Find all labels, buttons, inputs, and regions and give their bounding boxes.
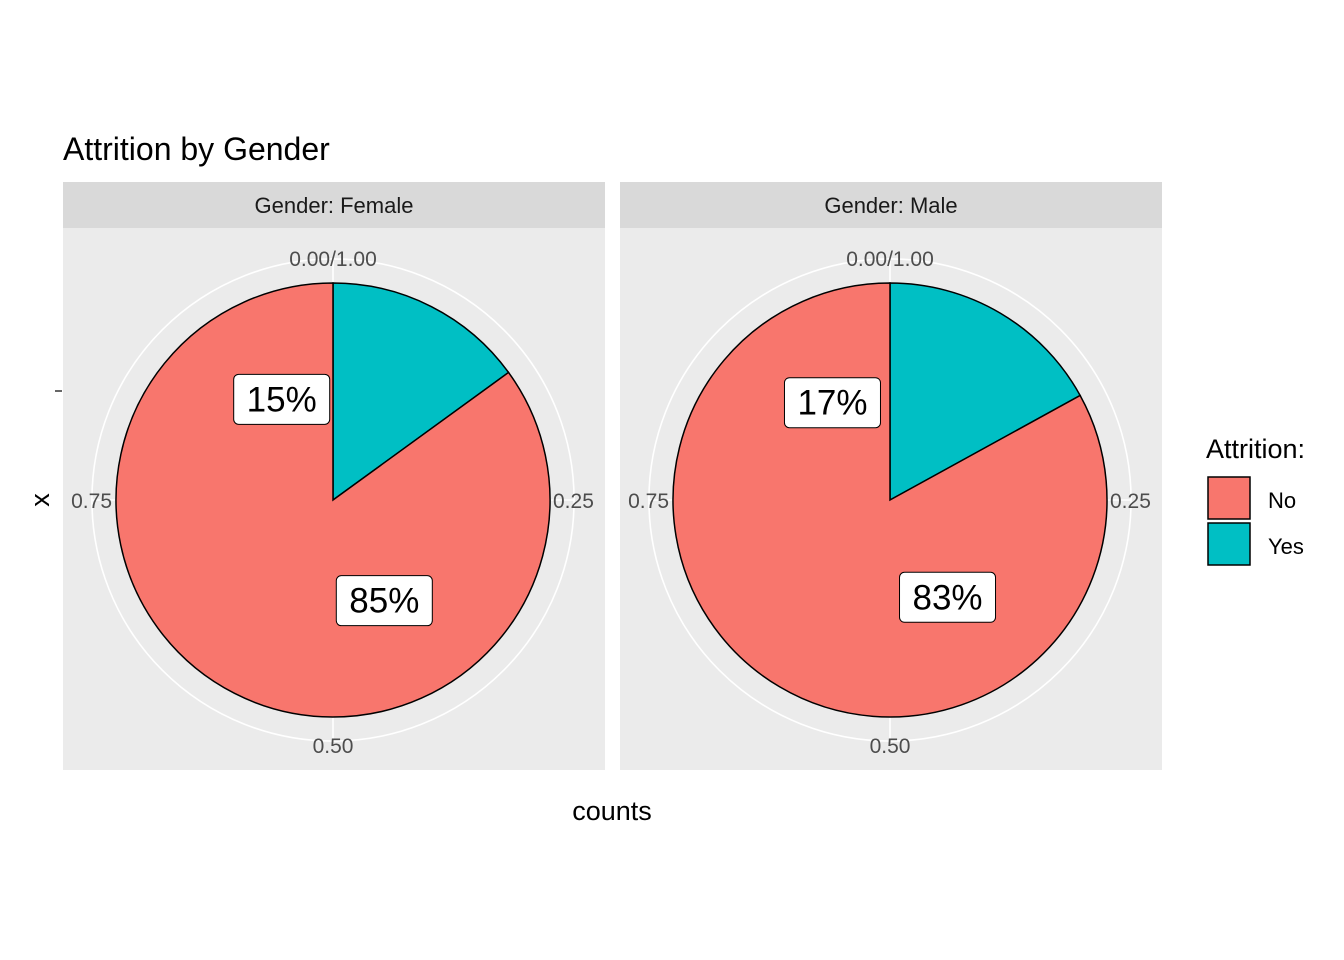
legend: Attrition: No Yes [1206, 434, 1305, 566]
x-axis-title: counts [572, 796, 652, 826]
theta-tick-label: 0.75 [628, 490, 669, 513]
theta-tick-label: 0.00/1.00 [846, 248, 934, 271]
data-label-yes: 17% [797, 384, 867, 423]
legend-key-no [1207, 476, 1251, 520]
data-label-box [335, 575, 433, 627]
legend-key-yes [1207, 522, 1251, 566]
facet-strip-label: Gender: Male [824, 193, 957, 218]
data-label-no: 83% [912, 578, 982, 617]
facet-strip [63, 182, 605, 228]
facet-panels: Gender: Female 15% 85% 0.00/1.00 0.25 0.50 0.7… [63, 182, 1162, 770]
theta-tick-label: 0.25 [553, 490, 594, 513]
facet-strip-label: Gender: Female [255, 193, 414, 218]
legend-label-no: No [1268, 488, 1296, 513]
data-label-no: 85% [349, 582, 419, 621]
legend-title: Attrition: [1206, 434, 1305, 464]
theta-tick-label: 0.00/1.00 [289, 248, 377, 271]
legend-label-yes: Yes [1268, 534, 1304, 559]
theta-tick-label: 0.50 [313, 735, 354, 758]
theta-tick-label: 0.75 [71, 490, 112, 513]
pie-slice-yes [889, 282, 1082, 502]
facet-panel: Gender: Female 15% 85% 0.00/1.00 0.25 0.50 0.7… [63, 182, 605, 770]
facet-panel: Gender: Male 17% 83% 0.00/1.00 0.25 0.50 0.75 [620, 182, 1162, 770]
theta-tick-label: 0.25 [1110, 490, 1151, 513]
data-label-box [899, 571, 997, 623]
facet-strip [620, 182, 1162, 228]
pie-slice-no [672, 282, 1108, 718]
data-label-box [783, 377, 881, 429]
data-label-box [233, 373, 331, 425]
theta-tick-label: 0.50 [870, 735, 911, 758]
pie-slice-no [115, 282, 551, 718]
data-label-yes: 15% [247, 380, 317, 419]
y-axis-title: x [25, 493, 55, 507]
chart-title: Attrition by Gender [63, 131, 330, 167]
pie-slice-yes [332, 282, 510, 502]
